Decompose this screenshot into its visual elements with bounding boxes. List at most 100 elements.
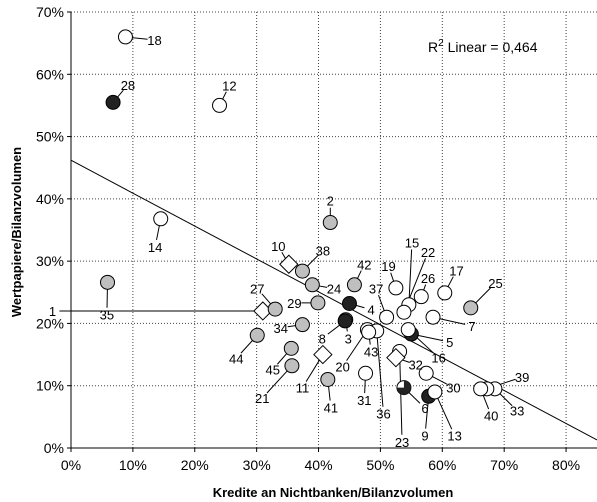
point-label-32: 32: [408, 358, 422, 373]
x-tick-label: 30%: [243, 457, 271, 473]
point-label-44: 44: [229, 351, 243, 366]
point-10: [279, 254, 299, 274]
x-tick-label: 10%: [119, 457, 147, 473]
point-label-23: 23: [395, 435, 409, 450]
point-label-3: 3: [345, 331, 352, 346]
point-label-17: 17: [449, 263, 463, 278]
point-31: [358, 365, 374, 381]
point-label-29: 29: [287, 296, 301, 311]
y-tick-label: 60%: [36, 66, 64, 82]
point-2: [322, 215, 338, 231]
x-tick-label: 60%: [428, 457, 456, 473]
point-7: [425, 309, 441, 325]
point-label-12: 12: [222, 78, 236, 93]
point-label-26: 26: [421, 271, 435, 286]
tick-labels: 0% 10% 20% 30% 40% 50% 60% 70% 80% 0% 10% 20% 30% 40%…: [36, 4, 580, 473]
point-8: [337, 313, 353, 329]
point-label-27: 27: [250, 282, 264, 297]
point-label-8: 8: [319, 331, 326, 346]
point-label-19: 19: [381, 259, 395, 274]
y-tick-label: 30%: [36, 253, 64, 269]
leader-line-36: [376, 330, 384, 407]
point-label-35: 35: [100, 308, 114, 323]
point-label-36: 36: [376, 407, 390, 422]
point-43: [361, 324, 377, 340]
point-label-14: 14: [148, 240, 162, 255]
point-25: [463, 300, 479, 316]
point-label-38: 38: [316, 244, 330, 259]
point-17: [437, 285, 453, 301]
point-35: [100, 274, 116, 290]
point-label-7: 7: [468, 319, 475, 334]
point-label-5: 5: [446, 335, 453, 350]
point-label-15: 15: [405, 235, 419, 250]
point-label-1: 1: [49, 304, 56, 319]
y-tick-label: 70%: [36, 4, 64, 20]
point-label-28: 28: [121, 78, 135, 93]
point-42: [346, 277, 362, 293]
point-label-37: 37: [369, 282, 383, 297]
point-label-6: 6: [421, 401, 428, 416]
point-38: [294, 263, 310, 279]
y-tick-label: 0%: [44, 440, 64, 456]
leader-lines: [59, 36, 516, 435]
x-tick-label: 80%: [552, 457, 580, 473]
point-label-39: 39: [515, 370, 529, 385]
point-label-33: 33: [510, 404, 524, 419]
point-12: [212, 97, 228, 113]
point-45: [283, 340, 299, 356]
point-label-22: 22: [421, 245, 435, 260]
point-29: [310, 295, 326, 311]
leader-line-15: [408, 249, 413, 305]
point-14: [153, 211, 169, 227]
point-label-40: 40: [484, 409, 498, 424]
x-tick-label: 50%: [366, 457, 394, 473]
point-label-24: 24: [327, 282, 341, 297]
x-axis-title: Kredite an Nichtbanken/Bilanzvolumen: [213, 485, 454, 500]
point-label-9: 9: [421, 429, 428, 444]
point-label-16: 16: [431, 351, 445, 366]
y-tick-label: 20%: [36, 315, 64, 331]
point-label-13: 13: [447, 429, 461, 444]
data-points: [100, 29, 503, 404]
point-34: [294, 317, 310, 333]
point-11: [313, 344, 333, 365]
point-16: [400, 322, 416, 338]
point-label-20: 20: [335, 359, 349, 374]
point-41: [320, 371, 336, 387]
point-26: [413, 289, 429, 305]
point-label-18: 18: [147, 33, 161, 48]
point-label-31: 31: [357, 393, 371, 408]
point-label-11: 11: [296, 381, 310, 396]
r-squared-annotation: R2 Linear = 0,464: [428, 38, 538, 55]
point-label-43: 43: [364, 344, 378, 359]
point-label-21: 21: [255, 391, 269, 406]
point-32: [386, 347, 406, 368]
point-label-25: 25: [488, 276, 502, 291]
point-13: [427, 384, 443, 400]
y-tick-label: 40%: [36, 191, 64, 207]
y-tick-label: 50%: [36, 129, 64, 145]
x-tick-label: 20%: [181, 457, 209, 473]
point-label-10: 10: [271, 239, 285, 254]
point-44: [249, 327, 265, 343]
point-label-45: 45: [266, 363, 280, 378]
point-label-30: 30: [446, 381, 460, 396]
point-label-42: 42: [357, 257, 371, 272]
trendline: [70, 159, 597, 441]
point-22: [396, 304, 412, 320]
point-label-4: 4: [368, 303, 375, 318]
point-label-2: 2: [327, 194, 334, 209]
y-axis-title: Wertpapiere/Bilanzvolumen: [9, 147, 24, 317]
y-tick-label: 10%: [36, 378, 64, 394]
point-19: [388, 280, 404, 296]
point-30: [418, 365, 434, 381]
point-4: [341, 295, 357, 311]
point-label-34: 34: [274, 321, 288, 336]
point-21: [284, 358, 300, 374]
x-tick-label: 40%: [305, 457, 333, 473]
point-37: [379, 309, 395, 325]
point-27: [267, 301, 283, 317]
